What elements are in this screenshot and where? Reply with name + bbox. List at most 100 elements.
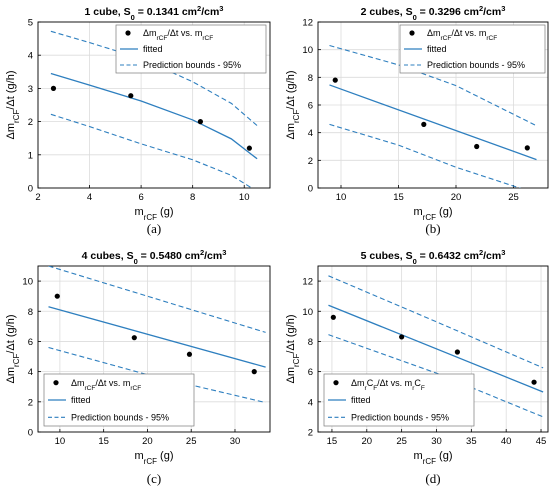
legend-marker-points <box>409 30 415 36</box>
y-tick-label: 2 <box>308 156 313 167</box>
x-tick-label: 20 <box>361 436 372 447</box>
data-point <box>332 77 338 83</box>
legend-label-points: ΔmrCF/Δt vs. mrCF <box>351 378 425 392</box>
x-tick-label: 25 <box>508 192 519 203</box>
x-tick-label: 25 <box>186 436 197 447</box>
y-tick-label: 5 <box>28 18 33 29</box>
chart-panel-2: 10 15 20 25 0 2 4 6 8 10 12 2 cubes, S0 = 0.3296 cm… <box>285 4 549 236</box>
x-axis-label: mrCF (g) <box>135 206 174 222</box>
chart-panel-4: 15 20 25 30 35 40 45 2 4 6 8 10 12 5 cubes, S0 = 0.64… <box>285 248 549 486</box>
x-tick-label: 20 <box>451 192 462 203</box>
data-point <box>524 145 530 151</box>
x-tick-label: 10 <box>55 436 66 447</box>
legend-label-bounds: Prediction bounds - 95% <box>351 413 449 423</box>
legend-marker-points <box>333 380 339 386</box>
data-point <box>246 145 252 151</box>
x-tick-label: 15 <box>393 192 404 203</box>
data-point <box>186 351 193 357</box>
y-tick-label: 0 <box>28 184 33 195</box>
y-tick-label: 0 <box>308 184 313 195</box>
fitted-line <box>50 72 258 160</box>
plot-area <box>37 265 271 433</box>
x-tick-label: 30 <box>230 436 241 447</box>
x-axis-label: mrCF (g) <box>135 450 174 466</box>
data-point <box>454 349 460 355</box>
data-point <box>399 334 405 340</box>
x-tick-label: 8 <box>190 192 195 203</box>
legend-box <box>43 373 195 427</box>
y-tick-label: 2 <box>28 117 33 128</box>
x-axis-label: mrCF (g) <box>414 450 453 466</box>
legend: ΔmrCF/Δt vs. mrCF fitted Prediction bounds… <box>43 373 195 427</box>
y-axis-label: ΔmrCF/Δt (g/h) <box>285 71 301 140</box>
y-axis-label: ΔmrCF/Δt (g/h) <box>285 315 301 384</box>
legend-label-fit: fitted <box>71 395 91 405</box>
chart-panel-3: 10 15 20 25 30 0 2 4 6 8 10 4 cubes, S0 = 0.5480 cm… <box>5 248 271 486</box>
legend-label-fit: fitted <box>427 44 447 54</box>
chart-panel-1: 2 4 6 8 10 0 1 2 3 4 5 1 cube, S0 = 0.1341 cm2/cm3 m… <box>5 4 271 236</box>
plot-area <box>37 21 271 189</box>
y-tick-label: 4 <box>28 51 33 62</box>
y-tick-label: 8 <box>28 307 33 318</box>
data-point <box>421 121 427 127</box>
upper-prediction-bound-line <box>328 275 544 369</box>
y-tick-label: 8 <box>308 73 313 84</box>
x-tick-label: 10 <box>336 192 347 203</box>
y-tick-label: 4 <box>308 128 313 139</box>
y-tick-label: 10 <box>302 45 313 56</box>
y-tick-label: 6 <box>28 337 33 348</box>
lower-prediction-bound-line <box>50 113 253 188</box>
plot-area <box>317 265 549 433</box>
legend: ΔmrCF/Δt vs. mrCF fitted Prediction bounds… <box>323 373 475 427</box>
legend-marker-points <box>125 30 131 36</box>
legend-marker-points <box>53 380 59 386</box>
data-point <box>131 335 137 341</box>
y-tick-label: 10 <box>302 307 313 318</box>
y-tick-label: 6 <box>308 101 313 112</box>
y-tick-label: 2 <box>28 397 33 408</box>
y-tick-label: 4 <box>28 367 33 378</box>
y-tick-label: 1 <box>28 150 33 161</box>
x-tick-label: 4 <box>87 192 92 203</box>
x-axis-label: mrCF (g) <box>414 206 453 222</box>
y-tick-label: 6 <box>308 367 313 378</box>
y-axis-label: ΔmrCF/Δt (g/h) <box>5 71 21 140</box>
y-tick-label: 12 <box>302 18 313 29</box>
y-tick-label: 8 <box>308 337 313 348</box>
legend-box <box>399 24 546 74</box>
x-tick-label: 45 <box>536 436 547 447</box>
data-point <box>531 379 537 385</box>
series-lines <box>328 275 544 418</box>
chart-title: 4 cubes, S0 = 0.5480 cm2/cm3 <box>82 248 227 266</box>
x-tick-label: 40 <box>501 436 512 447</box>
legend-box <box>115 24 267 74</box>
upper-prediction-bound-line <box>329 44 537 127</box>
fitted-line <box>329 84 537 161</box>
y-tick-label: 4 <box>308 397 313 408</box>
x-tick-label: 25 <box>396 436 407 447</box>
data-point <box>128 93 134 99</box>
legend-label-points: ΔmrCF/Δt vs. mrCF <box>143 28 213 42</box>
y-tick-label: 12 <box>302 277 313 288</box>
panel-caption: (b) <box>425 221 440 236</box>
data-point <box>251 369 257 375</box>
data-point <box>330 314 336 320</box>
x-tick-label: 6 <box>138 192 143 203</box>
legend-box <box>323 373 475 427</box>
legend-label-bounds: Prediction bounds - 95% <box>427 60 525 70</box>
lower-prediction-bound-line <box>329 123 522 188</box>
data-point <box>197 119 203 125</box>
legend-label-bounds: Prediction bounds - 95% <box>71 413 169 423</box>
fitted-line <box>328 304 544 393</box>
data-point <box>54 293 60 299</box>
x-tick-label: 15 <box>327 436 338 447</box>
legend-label-fit: fitted <box>143 44 163 54</box>
y-tick-label: 2 <box>308 428 313 439</box>
chart-title: 5 cubes, S0 = 0.6432 cm2/cm3 <box>361 248 506 266</box>
y-axis-label: ΔmrCF/Δt (g/h) <box>5 315 21 384</box>
series-lines <box>329 44 537 188</box>
panel-caption: (d) <box>425 471 440 486</box>
panel-caption: (a) <box>147 221 161 236</box>
lower-prediction-bound-line <box>48 346 266 404</box>
